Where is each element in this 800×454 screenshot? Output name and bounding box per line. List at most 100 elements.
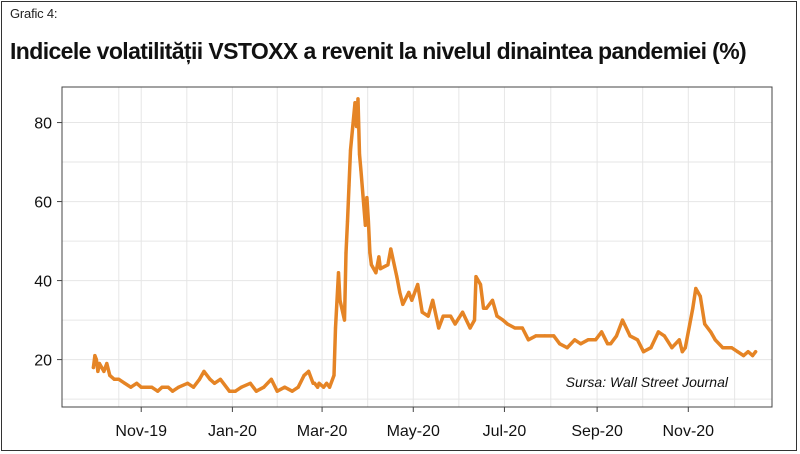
data-point [374,271,378,275]
data-point [386,263,390,267]
data-point [344,251,348,255]
data-point [472,318,477,322]
data-point [410,298,414,302]
data-point [135,381,139,385]
data-point [354,124,359,129]
data-point [437,326,441,330]
data-point [202,369,206,373]
data-point [359,168,363,172]
data-point [703,322,707,326]
data-point [316,385,320,389]
data-point [453,322,457,326]
plot-background [62,87,772,407]
data-point [197,377,202,381]
data-point [484,306,489,310]
y-tick-label: 60 [34,195,52,212]
data-point [239,385,243,389]
x-tick-label: Mar-20 [297,423,348,440]
data-point [296,385,300,389]
data-point [449,314,453,318]
data-point [649,346,653,350]
data-point [709,330,713,334]
data-point [609,342,613,346]
data-point [688,322,692,326]
data-point [490,298,495,302]
data-point [378,267,382,271]
data-point [736,350,740,354]
data-point [156,389,160,393]
data-point [317,381,321,385]
data-point [91,365,95,370]
data-point [290,389,294,393]
data-point [670,346,674,350]
data-point [694,286,698,291]
data-point [356,97,360,101]
data-point [474,275,478,279]
data-point [594,338,598,342]
data-point [365,196,369,200]
data-point [338,298,342,302]
data-point [348,148,353,152]
data-point [721,346,725,350]
data-point [698,294,702,298]
x-tick-label: Jan-20 [208,423,257,440]
data-point [342,318,347,322]
data-point [347,184,351,188]
data-point [307,369,311,373]
figure-label: Grafic 4: [10,6,58,21]
data-point [662,334,667,338]
source-note: Sursa: Wall Street Journal [566,374,729,390]
x-tick-label: Nov-20 [663,423,715,440]
y-tick-label: 40 [34,274,52,291]
data-point [145,385,149,389]
data-point [573,338,577,342]
tick-labels: 20 40 60 80 Nov-19 Jan-20 Mar-20 May-20 Jul-20 Se… [34,116,714,440]
data-point [275,389,279,393]
data-point [730,346,734,350]
data-point [501,318,505,322]
data-point [606,342,610,346]
data-point [534,334,538,338]
data-point [302,373,306,377]
data-point [332,373,336,377]
x-tick-label: Sep-20 [571,423,623,440]
data-point [208,377,212,381]
data-point [233,389,237,393]
data-point [139,385,143,389]
data-point [248,381,252,385]
data-point [150,385,154,389]
data-point [369,263,373,267]
x-tick-label: Jul-20 [483,423,527,440]
data-point [363,223,367,227]
data-point [262,385,266,389]
data-point [218,377,222,381]
data-point [420,310,424,314]
data-point [123,381,127,385]
data-point [171,389,175,393]
data-point [166,385,170,389]
data-point [565,346,569,350]
data-point [112,377,116,381]
data-point [746,350,750,354]
data-point [366,219,370,223]
data-point [254,389,258,393]
data-point [513,326,517,330]
data-point [105,361,109,366]
data-point [94,358,98,362]
data-point [97,361,101,366]
x-tick-label: May-20 [387,423,440,440]
data-point [628,334,632,338]
data-point [227,389,231,393]
data-point [177,385,181,389]
data-point [543,334,547,338]
data-point [407,290,411,294]
data-point [620,318,625,322]
data-point [401,302,405,306]
data-point [389,247,393,251]
data-point [117,377,121,381]
data-point [713,338,717,342]
plot-border [61,86,773,408]
data-point [368,251,372,255]
data-point [322,385,326,389]
